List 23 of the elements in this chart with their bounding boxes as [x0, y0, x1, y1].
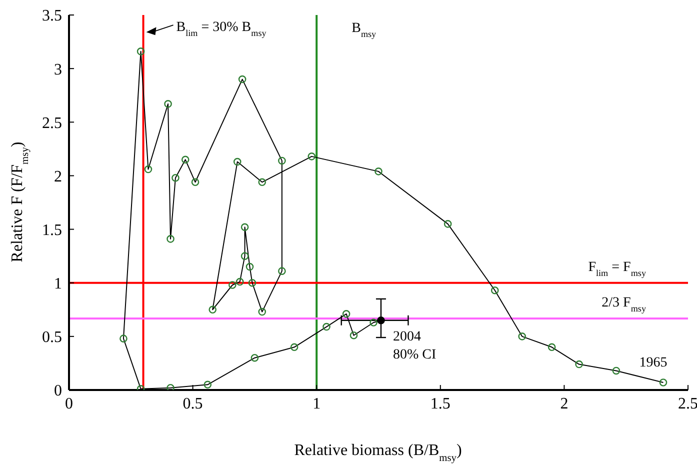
y-tick-label: 0 [54, 382, 62, 400]
y-tick-label: 2 [54, 168, 62, 186]
x-tick-label: 0.5 [182, 395, 203, 412]
y-tick-label: 3.5 [42, 8, 62, 25]
annotation: 2004 [392, 329, 421, 344]
point [377, 316, 385, 324]
y-tick-label: 1 [54, 276, 62, 293]
annotation: 1965 [639, 356, 668, 370]
x-axis-title: Relative biomass (B/B$_{msy}$) [294, 442, 462, 464]
annotation: B$_{lim}$ = 30% B$_{msy}$ [176, 20, 267, 38]
x-tick-label: 1.5 [430, 395, 450, 412]
y-tick-label: 3 [54, 61, 62, 78]
y-tick-label: 2.5 [42, 114, 62, 132]
ref-line-label: 2/3 F$_{msy}$ [602, 296, 646, 314]
x-tick-label: 0 [65, 395, 73, 412]
y-tick-label: 0.5 [42, 329, 62, 346]
annotation: 80% CI [392, 347, 436, 362]
y-tick-label: 1.5 [42, 222, 62, 239]
x-tick-label: 2 [560, 395, 568, 412]
x-tick-label: 2.5 [678, 395, 697, 412]
ref-line-label: F$_{lim}$ = F$_{msy}$ [588, 260, 646, 278]
ref-line-label: B$_{msy}$ [352, 21, 377, 39]
x-tick-label: 1 [312, 395, 321, 412]
